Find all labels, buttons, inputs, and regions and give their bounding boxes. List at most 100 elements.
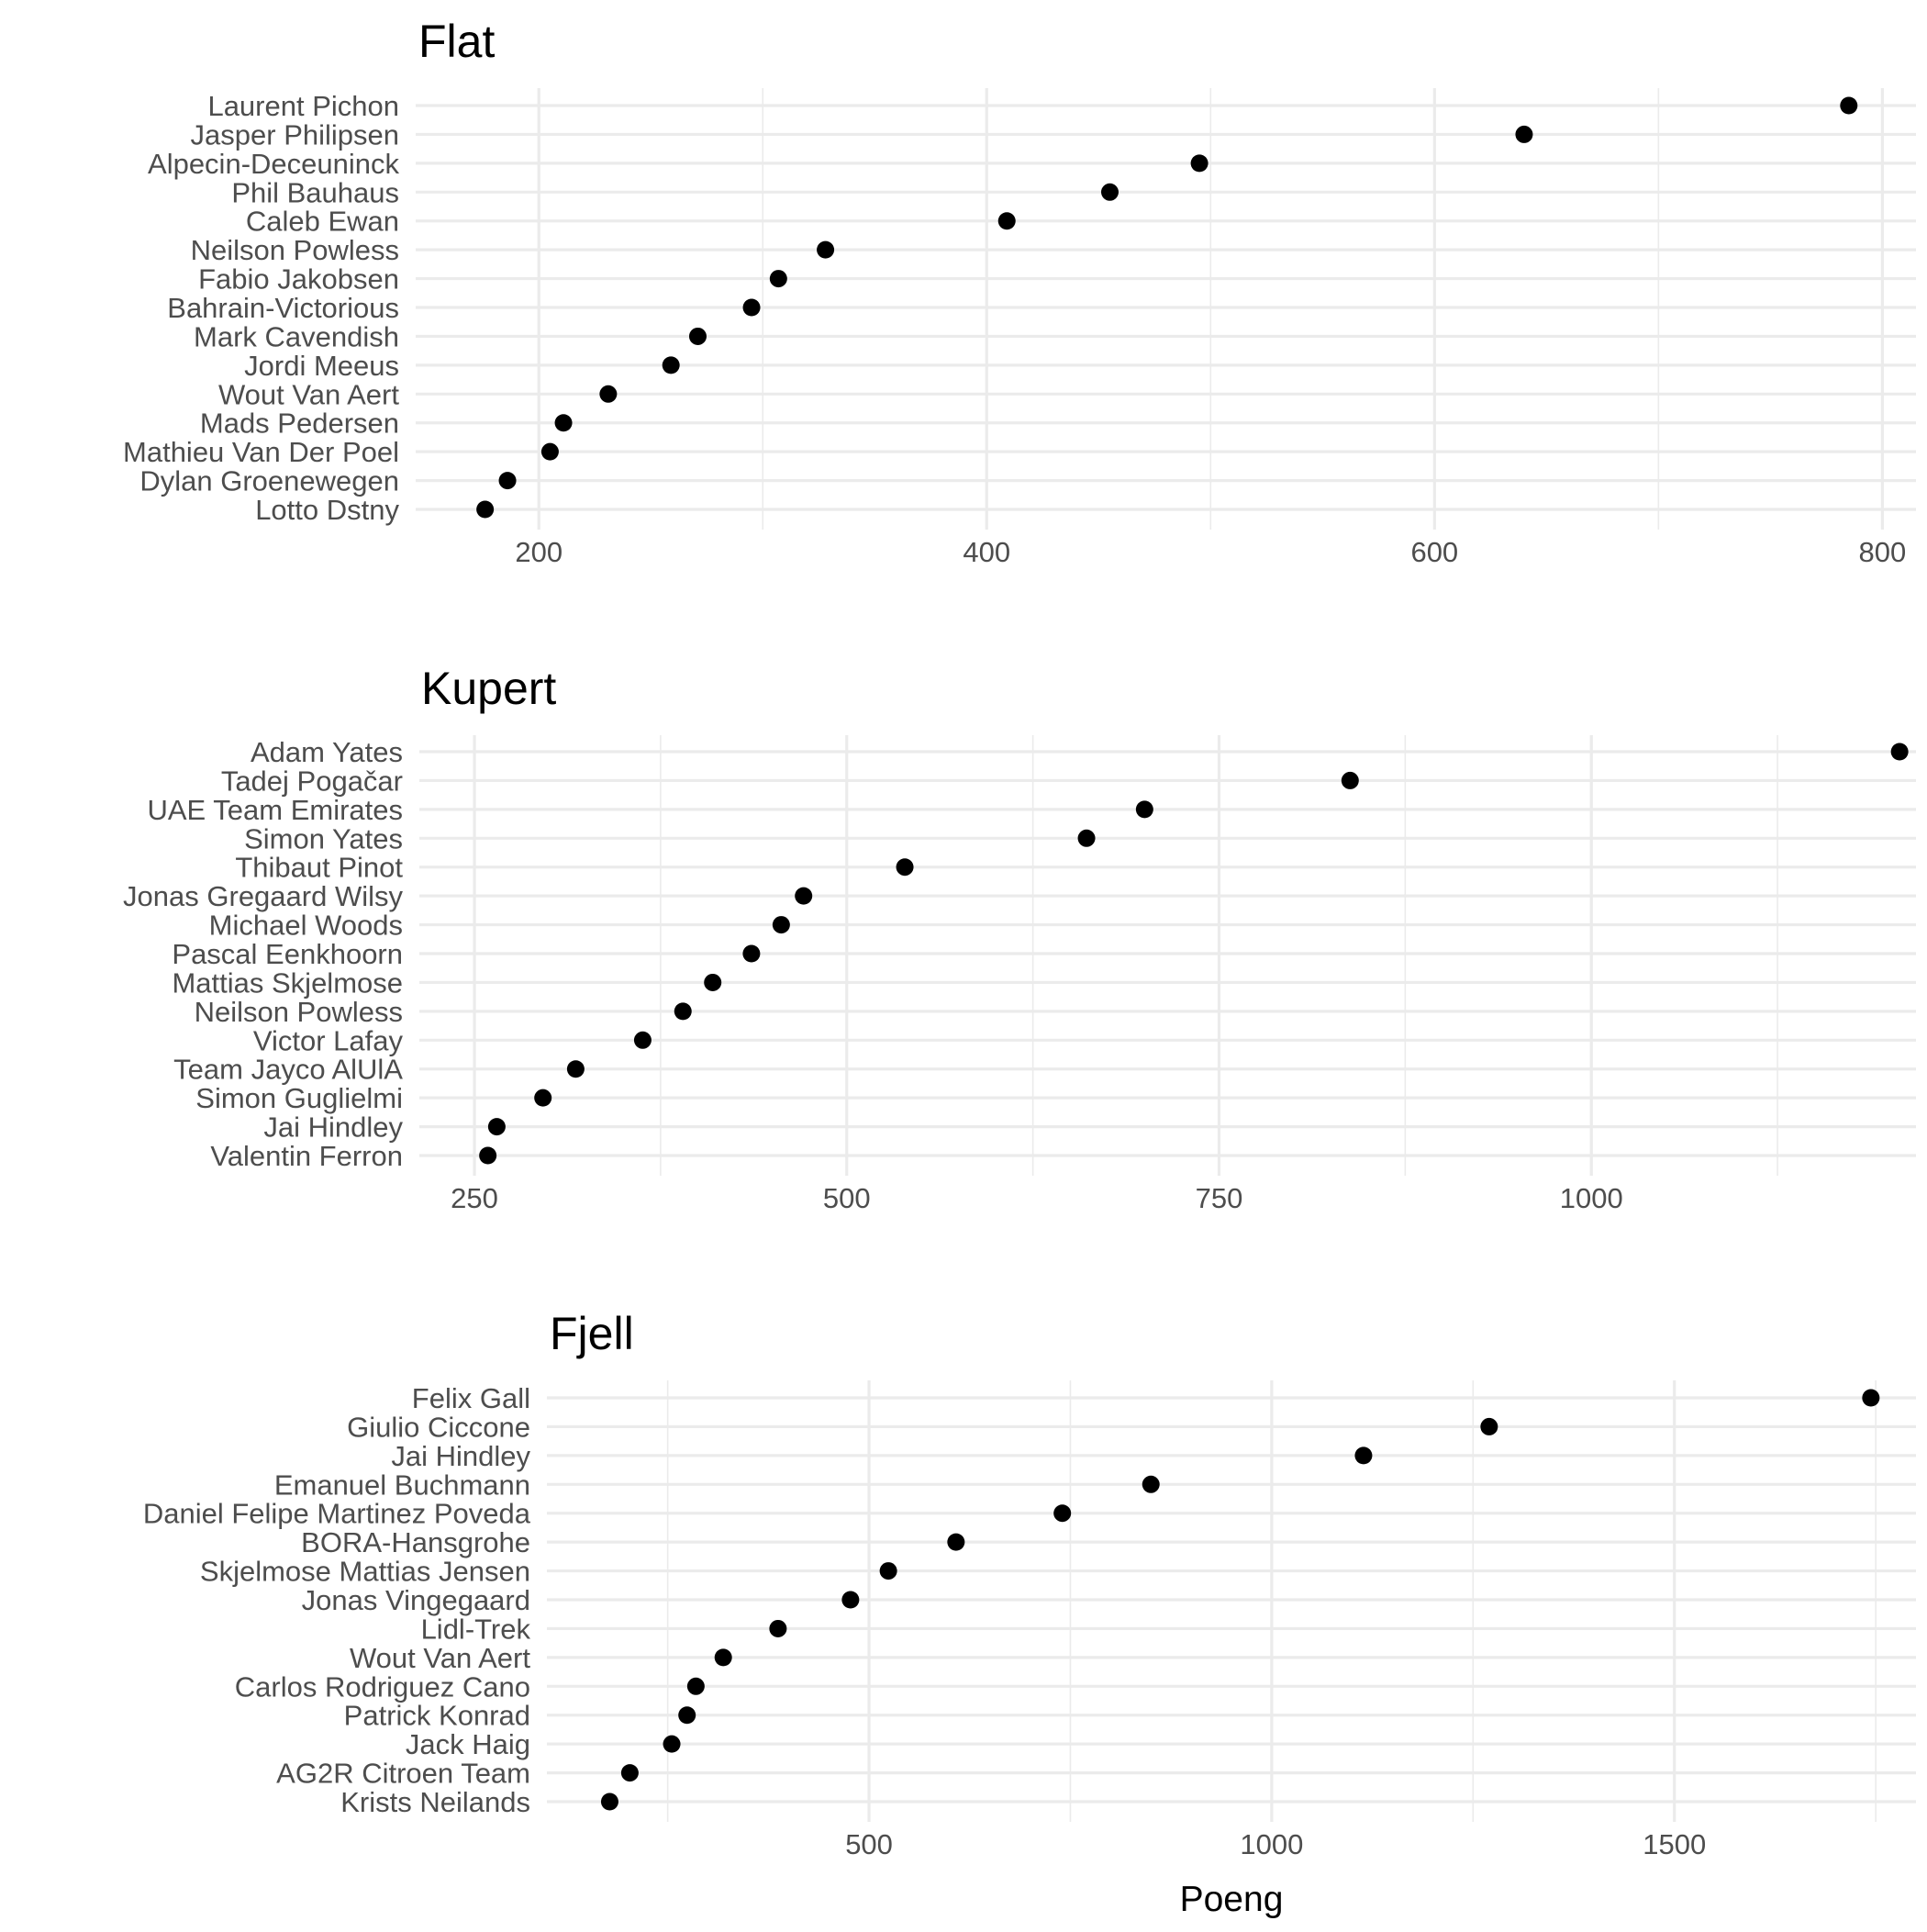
panel-1-data-point — [476, 500, 495, 519]
panel-3-data-point — [769, 1619, 787, 1637]
panel-1-category-label: Jordi Meeus — [244, 350, 399, 382]
panel-2-data-point — [1890, 743, 1909, 761]
panel-2-category-label: Team Jayco AlUlA — [173, 1054, 403, 1086]
panel-1-category-label: Lotto Dstny — [255, 494, 399, 526]
panel-2-data-point — [896, 858, 914, 877]
panel-1-category-label: Fabio Jakobsen — [198, 263, 399, 296]
panel-3-category-label: Jack Haig — [406, 1728, 530, 1760]
panel-2-category-label: Thibaut Pinot — [235, 852, 403, 884]
panel-3-category-label: Patrick Konrad — [344, 1700, 530, 1732]
panel-1-title: Flat — [418, 16, 495, 67]
panel-1-data-point — [1840, 96, 1858, 115]
panel-2-x-tick-label: 750 — [1196, 1182, 1243, 1214]
panel-3-category-label: BORA-Hansgrohe — [301, 1526, 530, 1558]
panel-3-x-tick-label: 1500 — [1643, 1828, 1706, 1860]
panel-3-data-point — [1142, 1475, 1160, 1493]
panel-1-category-label: Alpecin-Deceuninck — [148, 148, 399, 180]
panel-1-category-label: Wout Van Aert — [218, 378, 399, 410]
panel-3-data-point — [1480, 1417, 1498, 1435]
panel-1-x-tick-label: 200 — [515, 536, 563, 568]
panel-2-data-point — [1077, 829, 1096, 847]
panel-3-category-label: Carlos Rodriguez Cano — [235, 1670, 530, 1703]
panel-2-data-point — [795, 887, 813, 905]
panel-2-data-point — [479, 1146, 497, 1165]
panel-1-data-point — [540, 442, 559, 461]
panel-1-x-tick-label: 800 — [1859, 536, 1907, 568]
panel-3-data-point — [620, 1764, 639, 1782]
panel-2-x-tick-label: 1000 — [1560, 1182, 1623, 1214]
panel-3-data-point — [841, 1591, 860, 1609]
panel-1-data-point — [997, 212, 1016, 230]
panel-3-x-axis-title: Poeng — [1180, 1880, 1284, 1919]
panel-3-category-label: Jonas Vingegaard — [302, 1584, 530, 1616]
panel-2-data-point — [566, 1060, 585, 1078]
panel-3-category-label: Felix Gall — [412, 1382, 530, 1414]
panel-2-category-label: Simon Yates — [244, 822, 403, 854]
panel-3-data-point — [686, 1677, 705, 1695]
panel-2-category-label: Jonas Gregaard Wilsy — [123, 880, 403, 912]
panel-2-data-point — [772, 916, 790, 934]
panel-3-data-point — [600, 1792, 618, 1811]
panel-1-category-label: Laurent Pichon — [207, 90, 399, 122]
panel-3-data-point — [663, 1735, 681, 1753]
panel-3-data-point — [1862, 1389, 1880, 1407]
panel-3-category-label: Lidl-Trek — [421, 1613, 531, 1645]
panel-1-category-label: Mathieu Van Der Poel — [123, 436, 399, 468]
panel-2-category-label: Pascal Eenkhoorn — [172, 938, 403, 970]
panel-1-data-point — [1190, 154, 1209, 173]
panel-1-category-label: Mads Pedersen — [200, 408, 399, 440]
panel-2-category-label: UAE Team Emirates — [147, 794, 403, 826]
panel-2-data-point — [1135, 800, 1153, 819]
panel-3-category-label: Daniel Felipe Martinez Poveda — [143, 1498, 531, 1530]
panel-2-category-label: Valentin Ferron — [210, 1140, 403, 1172]
panel-1-data-point — [688, 327, 707, 345]
panel-3-x-tick-label: 1000 — [1240, 1828, 1303, 1860]
panel-2-data-point — [534, 1089, 552, 1107]
panel-3-category-label: Giulio Ciccone — [347, 1411, 530, 1443]
panel-1-category-label: Mark Cavendish — [194, 320, 399, 352]
panel-3-data-point — [947, 1533, 965, 1551]
panel-2-data-point — [633, 1031, 652, 1049]
panel-2-x-tick-label: 250 — [451, 1182, 498, 1214]
panel-2-data-point — [742, 944, 761, 963]
panel-1-category-label: Caleb Ewan — [246, 206, 399, 238]
panel-3-x-tick-label: 500 — [845, 1828, 893, 1860]
panel-3-data-point — [678, 1706, 696, 1725]
panel-2-category-label: Victor Lafay — [253, 1024, 404, 1056]
panel-1-data-point — [599, 385, 618, 403]
panel-2-category-label: Tadej Pogačar — [221, 765, 403, 797]
panel-1-category-label: Jasper Philipsen — [191, 118, 399, 151]
panel-2-category-label: Simon Guglielmi — [195, 1082, 403, 1114]
panel-1-data-point — [769, 270, 787, 288]
panel-1-data-point — [1100, 183, 1119, 201]
panel-1-category-label: Bahrain-Victorious — [167, 292, 399, 324]
panel-2-category-label: Jai Hindley — [263, 1111, 403, 1144]
panel-2-category-label: Adam Yates — [251, 736, 403, 768]
panel-1-category-label: Dylan Groenewegen — [139, 465, 399, 497]
panel-3-data-point — [1354, 1446, 1373, 1465]
panel-1-category-label: Phil Bauhaus — [231, 176, 399, 208]
panel-1-x-tick-label: 400 — [963, 536, 1010, 568]
panel-3-data-point — [1053, 1504, 1072, 1523]
panel-3-category-label: Emanuel Buchmann — [274, 1469, 530, 1501]
panel-2-data-point — [487, 1118, 506, 1136]
panel-3-category-label: Jai Hindley — [391, 1440, 530, 1472]
panel-2-title: Kupert — [421, 663, 556, 714]
panel-1-data-point — [662, 356, 680, 374]
panel-2-data-point — [704, 973, 722, 991]
panel-3-category-label: AG2R Citroen Team — [276, 1758, 530, 1790]
panel-2-data-point — [674, 1002, 692, 1021]
panel-3-title: Fjell — [550, 1308, 634, 1359]
panel-1-data-point — [817, 240, 835, 259]
panel-1-data-point — [498, 472, 517, 490]
panel-2-category-label: Neilson Powless — [195, 996, 403, 1028]
panel-3-data-point — [714, 1648, 732, 1667]
panel-1-x-tick-label: 600 — [1410, 536, 1458, 568]
panel-1-data-point — [554, 414, 573, 432]
panel-2-data-point — [1341, 771, 1359, 789]
panel-2-x-tick-label: 500 — [823, 1182, 871, 1214]
panel-3-data-point — [879, 1562, 897, 1580]
panel-2-category-label: Michael Woods — [209, 910, 403, 942]
